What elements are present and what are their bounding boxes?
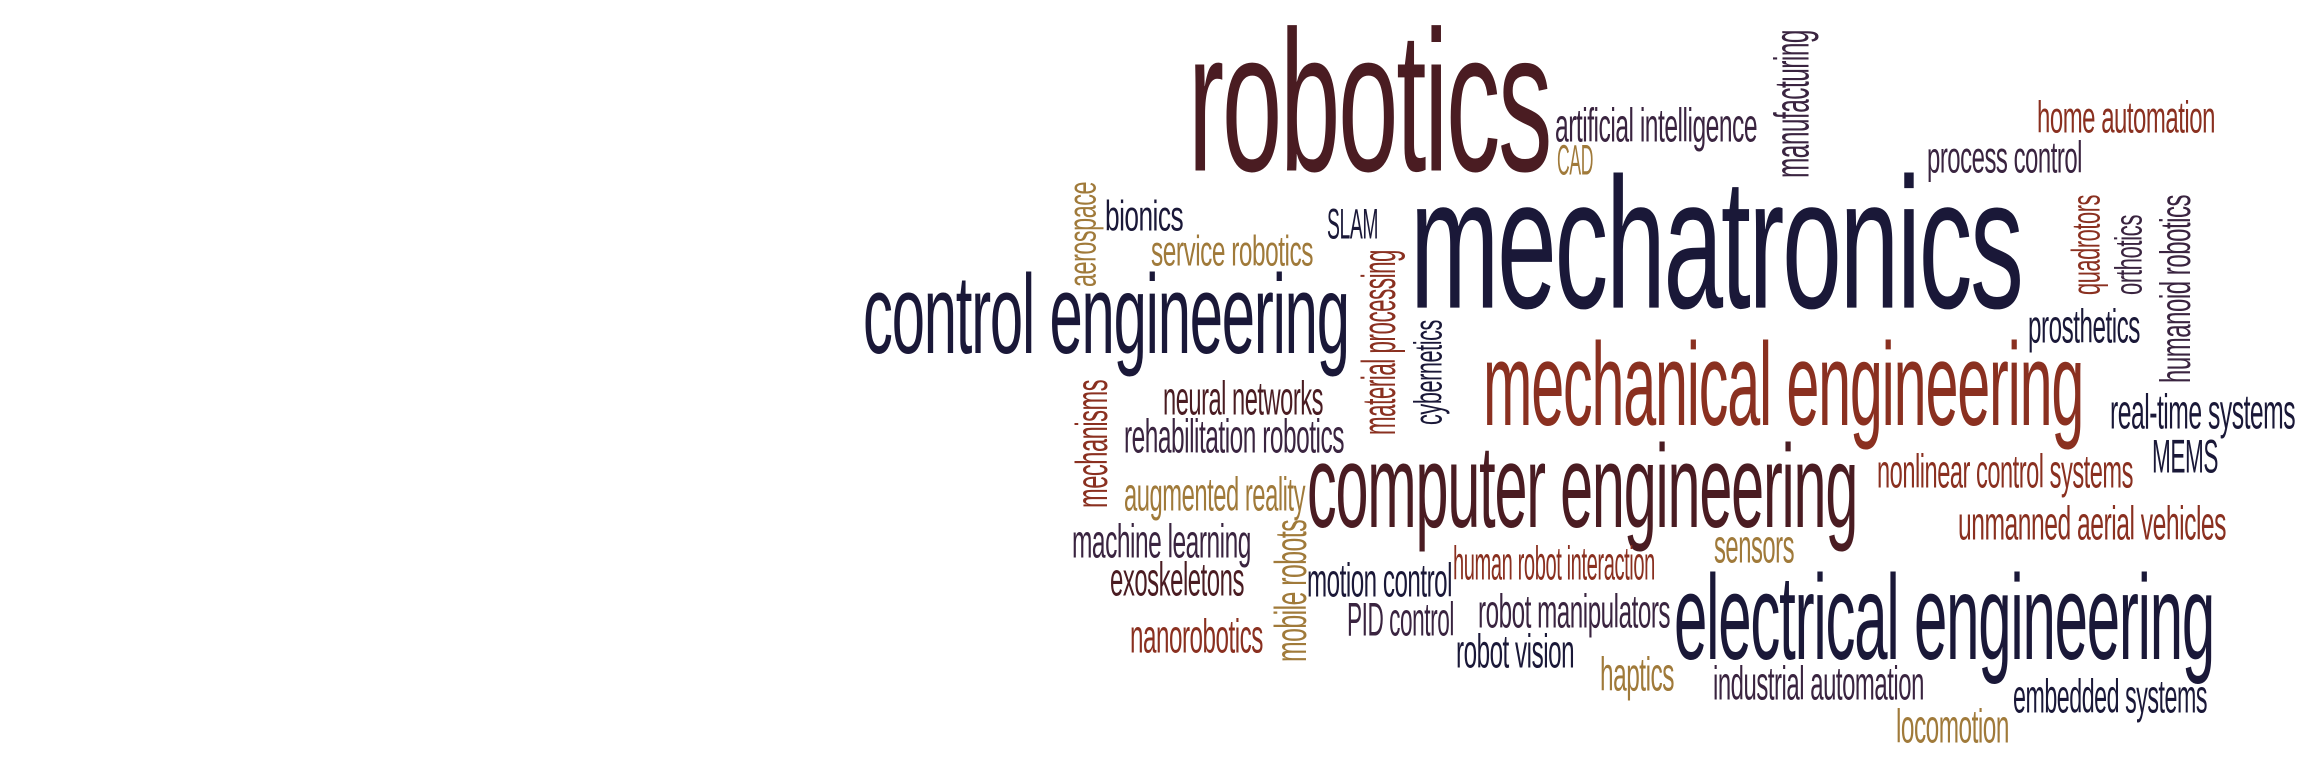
word-industrial-automation: industrial automation — [1713, 657, 1924, 711]
word-augmented-reality: augmented reality — [1124, 468, 1305, 522]
word-humanoid-robotics: humanoid robotics — [2151, 194, 2200, 383]
word-human-robot-interaction: human robot interaction — [1453, 537, 1655, 591]
word-material-processing: material processing — [1352, 249, 1406, 435]
word-slam: SLAM — [1327, 200, 1379, 248]
word-embedded-systems: embedded systems — [2013, 670, 2208, 724]
word-bionics: bionics — [1105, 192, 1184, 240]
word-mechatronics: mechatronics — [1410, 139, 2024, 349]
word-mems: MEMS — [2152, 430, 2218, 484]
word-locomotion: locomotion — [1896, 700, 2009, 754]
word-control-engineering: control engineering — [863, 251, 1350, 378]
word-cybernetics: cybernetics — [1406, 320, 1450, 425]
word-nonlinear-control-systems: nonlinear control systems — [1877, 445, 2133, 499]
word-mechanisms: mechanisms — [1066, 379, 1117, 508]
word-neural-networks: neural networks — [1163, 372, 1323, 426]
word-home-automation: home automation — [2037, 92, 2215, 143]
word-artificial-intelligence: artificial intelligence — [1555, 99, 1758, 153]
word-process-control: process control — [1927, 132, 2083, 183]
word-cad: CAD — [1557, 136, 1594, 184]
word-electrical-engineering: electrical engineering — [1674, 550, 2215, 686]
word-computer-engineering: computer engineering — [1307, 420, 1858, 554]
word-motion-control: motion control — [1307, 554, 1453, 608]
word-quadrotors: quadrotors — [2063, 194, 2109, 295]
word-pid-control: PID control — [1347, 593, 1454, 647]
word-robot-vision: robot vision — [1456, 625, 1575, 679]
word-unmanned-aerial-vehicles: unmanned aerial vehicles — [1958, 497, 2227, 551]
word-rehabilitation-robotics: rehabilitation robotics — [1124, 410, 1344, 464]
word-prosthetics: prosthetics — [2028, 300, 2140, 354]
word-nanorobotics: nanorobotics — [1130, 610, 1263, 664]
word-sensors: sensors — [1714, 520, 1795, 574]
word-exoskeletons: exoskeletons — [1110, 553, 1244, 607]
word-mechanical-engineering: mechanical engineering — [1483, 318, 2084, 452]
word-service-robotics: service robotics — [1151, 227, 1313, 275]
word-robotics: robotics — [1188, 0, 1552, 215]
word-orthotics: orthotics — [2107, 215, 2150, 295]
word-robot-manipulators: robot manipulators — [1478, 585, 1671, 639]
word-real-time-systems: real-time systems — [2110, 383, 2296, 440]
word-haptics: haptics — [1600, 648, 1674, 702]
word-machine-learning: machine learning — [1072, 515, 1251, 569]
